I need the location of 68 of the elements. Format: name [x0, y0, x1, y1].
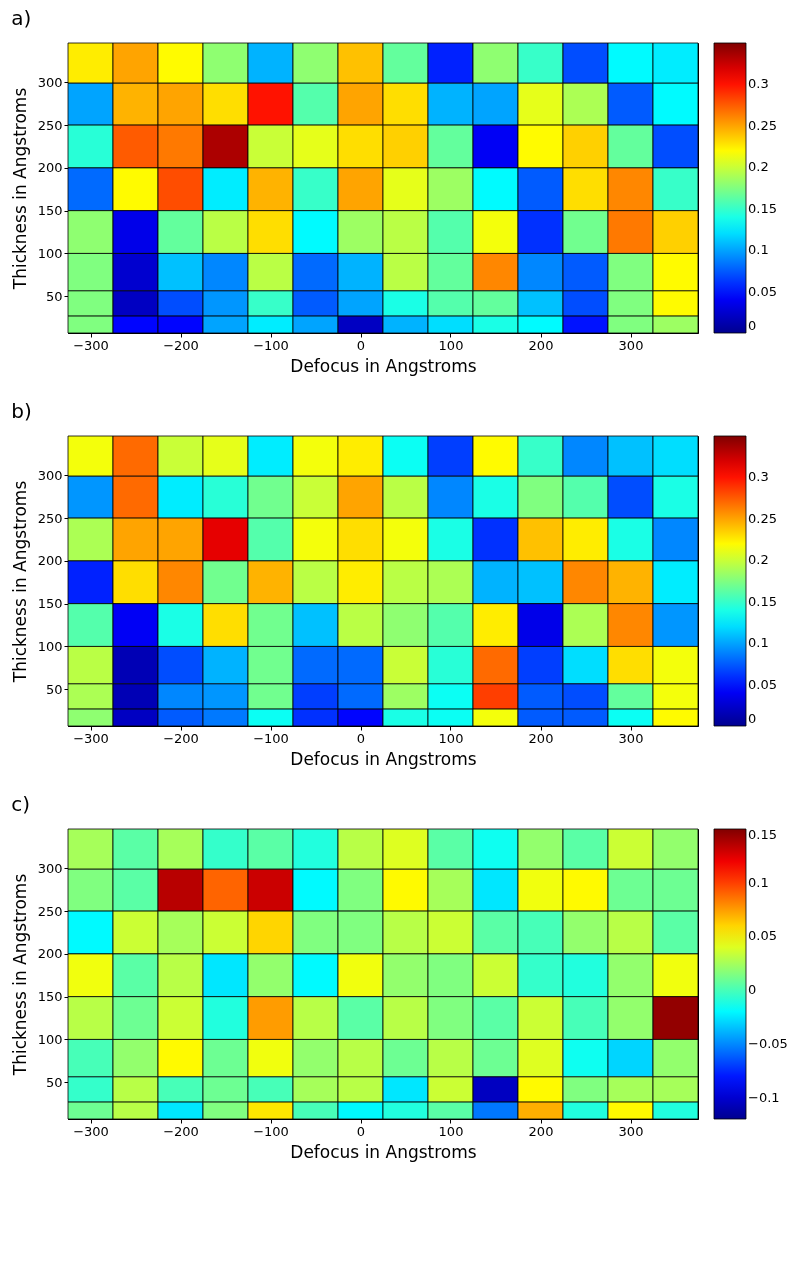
- x-tick-label: −300: [73, 337, 109, 353]
- x-tick-label: −300: [73, 730, 109, 746]
- chart-title: c): [11, 791, 30, 816]
- color-bar-label: 0.15: [748, 827, 777, 842]
- color-bar-label: 0.2: [748, 159, 769, 175]
- color-bar-label: 0.25: [748, 510, 777, 526]
- y-tick-label: 50: [45, 1074, 63, 1090]
- x-tick-label: 200: [528, 337, 554, 353]
- y-axis-title: Thickness in Angstroms: [9, 87, 30, 291]
- y-tick-label: 200: [37, 160, 63, 176]
- color-bar-label: 0.05: [748, 928, 777, 944]
- x-tick-label: −100: [253, 1123, 289, 1139]
- y-tick-label: 50: [45, 681, 63, 697]
- color-bar-label: −0.1: [748, 1089, 780, 1105]
- color-bar-label: 0.05: [748, 676, 777, 692]
- color-bar-label: 0.15: [748, 593, 777, 609]
- y-tick-label: 250: [37, 510, 63, 526]
- x-tick-label: 0: [356, 730, 366, 746]
- x-tick-label: −300: [73, 1123, 109, 1139]
- x-tick-label: 0: [356, 1123, 366, 1139]
- y-axis-title: Thickness in Angstroms: [9, 480, 30, 684]
- y-tick-label: 250: [37, 903, 63, 919]
- x-tick-label: 300: [618, 1123, 644, 1139]
- chart-title: b): [11, 398, 32, 423]
- color-bar-label: 0.3: [748, 76, 769, 92]
- y-tick-label: 100: [37, 245, 63, 261]
- color-bar-label: −0.05: [748, 1035, 788, 1051]
- y-tick-label: 300: [37, 74, 63, 90]
- x-tick-label: 0: [356, 337, 366, 353]
- y-tick-label: 300: [37, 860, 63, 876]
- x-tick-label: 200: [528, 1123, 554, 1139]
- color-bar-label: 0: [748, 318, 757, 333]
- x-tick-label: −100: [253, 337, 289, 353]
- y-tick-label: 50: [45, 288, 63, 304]
- x-tick-label: 100: [438, 337, 464, 353]
- x-tick-label: 300: [618, 730, 644, 746]
- y-tick-label: 100: [37, 638, 63, 654]
- x-tick-label: −200: [163, 337, 199, 353]
- color-bar-label: 0: [748, 982, 757, 998]
- color-bar-label: 0.15: [748, 200, 777, 216]
- color-bar-label: 0.1: [748, 874, 769, 890]
- x-tick-label: −100: [253, 730, 289, 746]
- x-axis-title: Defocus in Angstroms: [290, 1141, 477, 1162]
- x-tick-label: 300: [618, 337, 644, 353]
- y-tick-label: 150: [37, 596, 63, 612]
- color-bar-label: 0.2: [748, 552, 769, 568]
- y-tick-label: 300: [37, 467, 63, 483]
- color-bar-label: 0.05: [748, 283, 777, 299]
- x-tick-label: −200: [163, 1123, 199, 1139]
- x-axis-title: Defocus in Angstroms: [290, 355, 477, 376]
- y-tick-label: 150: [37, 203, 63, 219]
- x-tick-label: 200: [528, 730, 554, 746]
- y-tick-label: 200: [37, 946, 63, 962]
- y-tick-label: 150: [37, 989, 63, 1005]
- x-tick-label: 100: [438, 1123, 464, 1139]
- color-bar-label: 0.1: [748, 635, 769, 651]
- y-tick-label: 200: [37, 553, 63, 569]
- x-axis-title: Defocus in Angstroms: [290, 748, 477, 769]
- chart-title: a): [11, 5, 32, 30]
- y-axis-title: Thickness in Angstroms: [9, 873, 30, 1077]
- color-bar-label: 0.1: [748, 242, 769, 258]
- x-tick-label: −200: [163, 730, 199, 746]
- color-bar-label: 0.25: [748, 117, 777, 133]
- color-bar-label: 0.3: [748, 469, 769, 485]
- y-tick-label: 250: [37, 117, 63, 133]
- y-tick-label: 100: [37, 1031, 63, 1047]
- x-tick-label: 100: [438, 730, 464, 746]
- color-bar-label: 0: [748, 711, 757, 726]
